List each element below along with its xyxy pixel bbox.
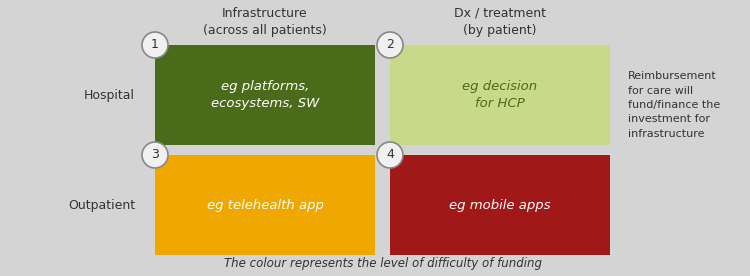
Bar [390,45,610,145]
Text: 1: 1 [151,38,159,52]
Text: Infrastructure
(across all patients): Infrastructure (across all patients) [203,7,327,37]
Bar [155,155,375,255]
Circle shape [142,32,168,58]
Bar [390,155,610,255]
Text: 3: 3 [151,148,159,161]
Bar [155,45,375,145]
Circle shape [142,142,168,168]
Text: 2: 2 [386,38,394,52]
Text: eg platforms,
ecosystems, SW: eg platforms, ecosystems, SW [211,80,320,110]
Text: Reimbursement
for care will
fund/finance the
investment for
infrastructure: Reimbursement for care will fund/finance… [628,71,720,139]
Text: Outpatient: Outpatient [68,198,135,211]
Circle shape [377,142,403,168]
Text: The colour represents the level of difficulty of funding: The colour represents the level of diffi… [224,256,542,269]
Text: Dx / treatment
(by patient): Dx / treatment (by patient) [454,7,546,37]
Circle shape [377,32,403,58]
Text: Hospital: Hospital [84,89,135,102]
Text: eg telehealth app: eg telehealth app [206,198,323,211]
Text: 4: 4 [386,148,394,161]
Text: eg mobile apps: eg mobile apps [449,198,550,211]
Text: eg decision
for HCP: eg decision for HCP [463,80,538,110]
